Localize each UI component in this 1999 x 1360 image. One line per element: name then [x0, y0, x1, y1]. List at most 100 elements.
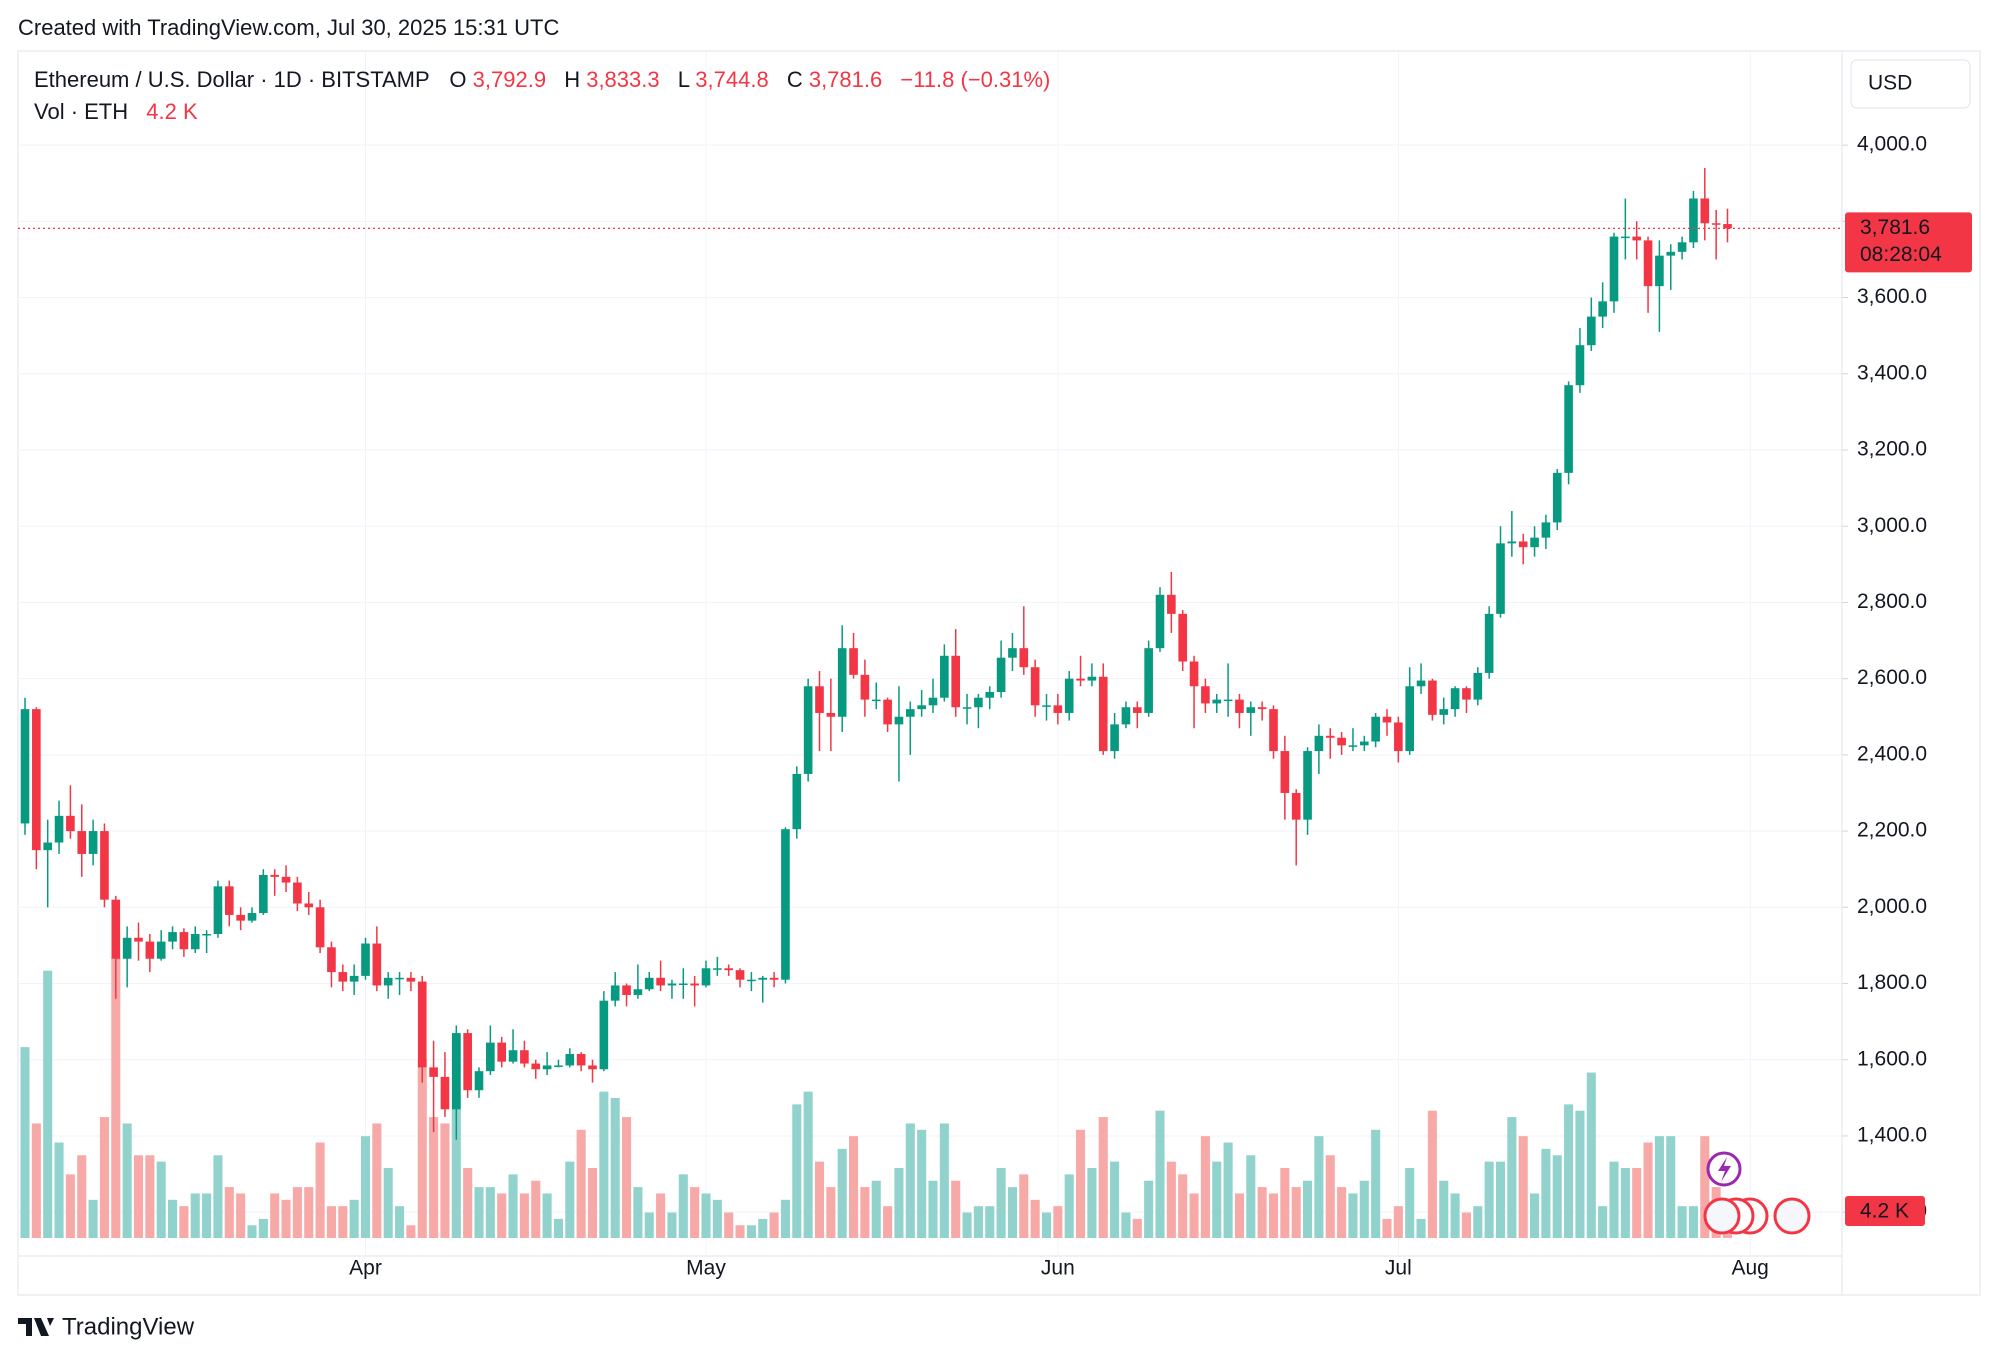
- volume-bar: [508, 1174, 518, 1238]
- volume-bar: [1473, 1206, 1483, 1238]
- candle-body: [213, 886, 223, 934]
- candle-body: [486, 1042, 495, 1072]
- volume-bar: [1076, 1129, 1086, 1238]
- candle-body: [429, 1067, 438, 1077]
- candle-body: [713, 968, 722, 970]
- candle-body: [1575, 345, 1585, 386]
- candle-body: [202, 933, 211, 936]
- x-tick-label: Jun: [1041, 1257, 1075, 1280]
- legend-high: 3,833.3: [586, 67, 659, 92]
- candle-body: [644, 977, 654, 990]
- candle-body: [406, 977, 416, 982]
- volume-bar: [769, 1212, 779, 1238]
- candle-body: [327, 947, 336, 973]
- brand-logo: [18, 1318, 54, 1336]
- volume-bar: [860, 1187, 870, 1238]
- volume-badge-label: 4.2 K: [1860, 1200, 1909, 1223]
- last-price-badge: [1845, 212, 1972, 273]
- candle-body: [871, 699, 881, 702]
- volume-bar: [1087, 1168, 1097, 1238]
- volume-bar: [145, 1155, 155, 1238]
- countdown: 08:28:04: [1860, 243, 1942, 266]
- volume-bar: [1575, 1110, 1585, 1238]
- candle-body: [372, 943, 382, 986]
- volume-bar: [814, 1161, 825, 1238]
- candle-body: [508, 1050, 518, 1062]
- candle-body: [1337, 737, 1346, 746]
- candle-body: [554, 1065, 563, 1067]
- candle-body: [1643, 240, 1653, 287]
- volume-bar: [1189, 1193, 1199, 1238]
- volume-bar: [1110, 1161, 1120, 1238]
- candle-body: [1405, 686, 1415, 752]
- event-flag[interactable]: [1773, 1197, 1811, 1235]
- volume-bar: [258, 1218, 268, 1238]
- volume-bar: [349, 1199, 359, 1238]
- candle-body: [1223, 699, 1233, 702]
- y-tick-label: 3,600.0: [1857, 285, 1927, 308]
- currency[interactable]: USD: [1868, 72, 1912, 95]
- candle-body: [1507, 541, 1517, 544]
- candle-body: [168, 932, 177, 942]
- volume-bar: [1246, 1155, 1256, 1238]
- candle-body: [622, 985, 631, 995]
- volume-bar: [236, 1193, 246, 1238]
- candle-body: [338, 972, 348, 982]
- currency-button[interactable]: [1850, 59, 1971, 109]
- volume-bar: [474, 1187, 484, 1238]
- candle-body: [1132, 707, 1142, 713]
- volume-bar: [1495, 1161, 1506, 1238]
- candle-body: [1416, 680, 1426, 687]
- y-tick-label: 2,800.0: [1857, 590, 1927, 613]
- volume-bar: [837, 1148, 847, 1238]
- event-flag[interactable]: [1703, 1197, 1741, 1235]
- candle-body: [951, 655, 961, 708]
- candle-body: [122, 937, 132, 959]
- candle-body: [1235, 699, 1244, 713]
- legend-close: 3,781.6: [809, 67, 882, 92]
- volume-bar: [735, 1225, 745, 1238]
- candle-body: [1666, 251, 1676, 256]
- candle-body: [190, 933, 200, 950]
- overlay: 3,781.6 08:28:04 4.2 K: [18, 212, 1972, 1226]
- volume-bar: [1166, 1161, 1176, 1238]
- volume-bar: [1019, 1174, 1029, 1238]
- volume-bar: [871, 1180, 881, 1238]
- candle-body: [1269, 709, 1278, 752]
- volume-bar: [939, 1123, 949, 1238]
- volume-bar: [1371, 1129, 1381, 1238]
- candle-body: [1552, 472, 1562, 523]
- volume-bar: [111, 958, 121, 1238]
- volume-bar: [1688, 1206, 1698, 1238]
- volume-bar: [54, 1142, 64, 1238]
- candle-body: [77, 831, 87, 854]
- candle-body: [928, 697, 938, 706]
- candle-body: [247, 913, 257, 921]
- candle-body: [111, 899, 121, 959]
- volume-bar: [1484, 1161, 1494, 1238]
- legend-high-prefix: H: [564, 67, 580, 92]
- volume-bar: [701, 1193, 711, 1238]
- candle-body: [451, 1033, 461, 1110]
- candle-body: [1348, 745, 1358, 747]
- candle-body: [894, 716, 904, 725]
- volume-bar: [1632, 1168, 1642, 1238]
- volume-bar: [156, 1161, 166, 1238]
- candle-body: [1314, 735, 1324, 752]
- candle-body: [905, 709, 915, 717]
- candle-body: [1064, 678, 1074, 713]
- candle-body: [1178, 613, 1188, 662]
- chart-frame: [17, 50, 1981, 1296]
- volume-bar: [1620, 1168, 1630, 1238]
- volume-bar: [406, 1225, 416, 1238]
- volume-bar: [1359, 1180, 1369, 1238]
- y-tick-label: 1,800.0: [1857, 971, 1927, 994]
- candle-body: [656, 977, 665, 986]
- candle-body: [259, 874, 268, 914]
- candle-body: [633, 989, 643, 995]
- volume-bar: [724, 1212, 734, 1238]
- volume-bar: [326, 1206, 336, 1238]
- y-tick-label: 2,000.0: [1857, 895, 1927, 918]
- legend: Ethereum / U.S. Dollar · 1D · BITSTAMP O…: [34, 67, 1050, 92]
- volume-bar: [304, 1187, 314, 1238]
